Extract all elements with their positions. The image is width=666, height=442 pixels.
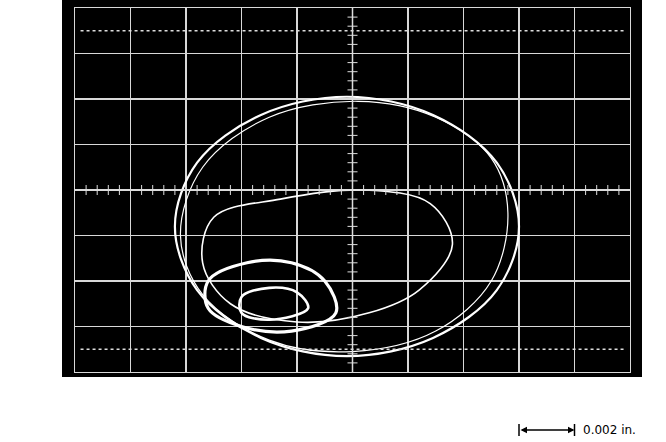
svg-text:0.002 in.: 0.002 in. xyxy=(583,423,636,437)
